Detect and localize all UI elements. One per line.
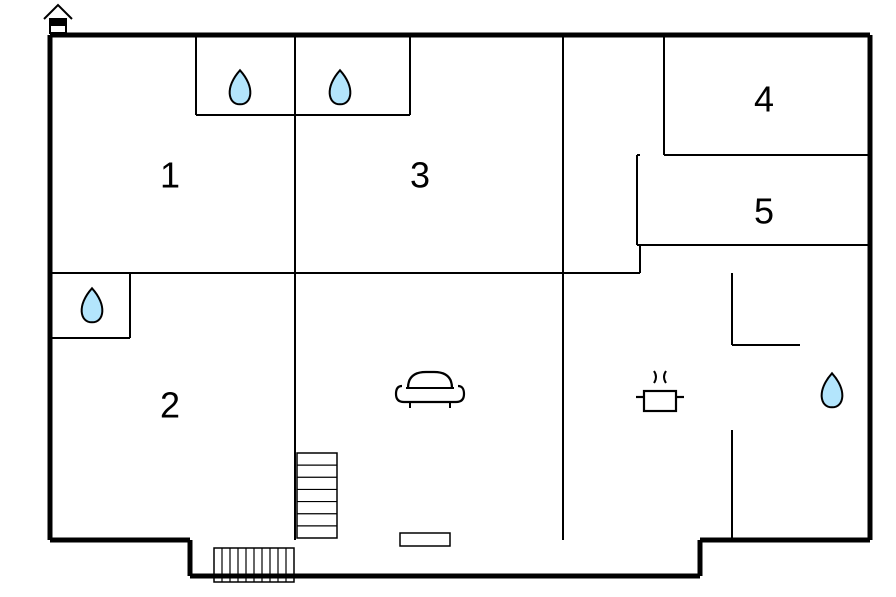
label-r1: 1: [160, 155, 180, 196]
label-r2: 2: [160, 385, 180, 426]
label-r5: 5: [754, 191, 774, 232]
label-r3: 3: [410, 155, 430, 196]
label-r4: 4: [754, 79, 774, 120]
door-slot: [400, 533, 450, 546]
